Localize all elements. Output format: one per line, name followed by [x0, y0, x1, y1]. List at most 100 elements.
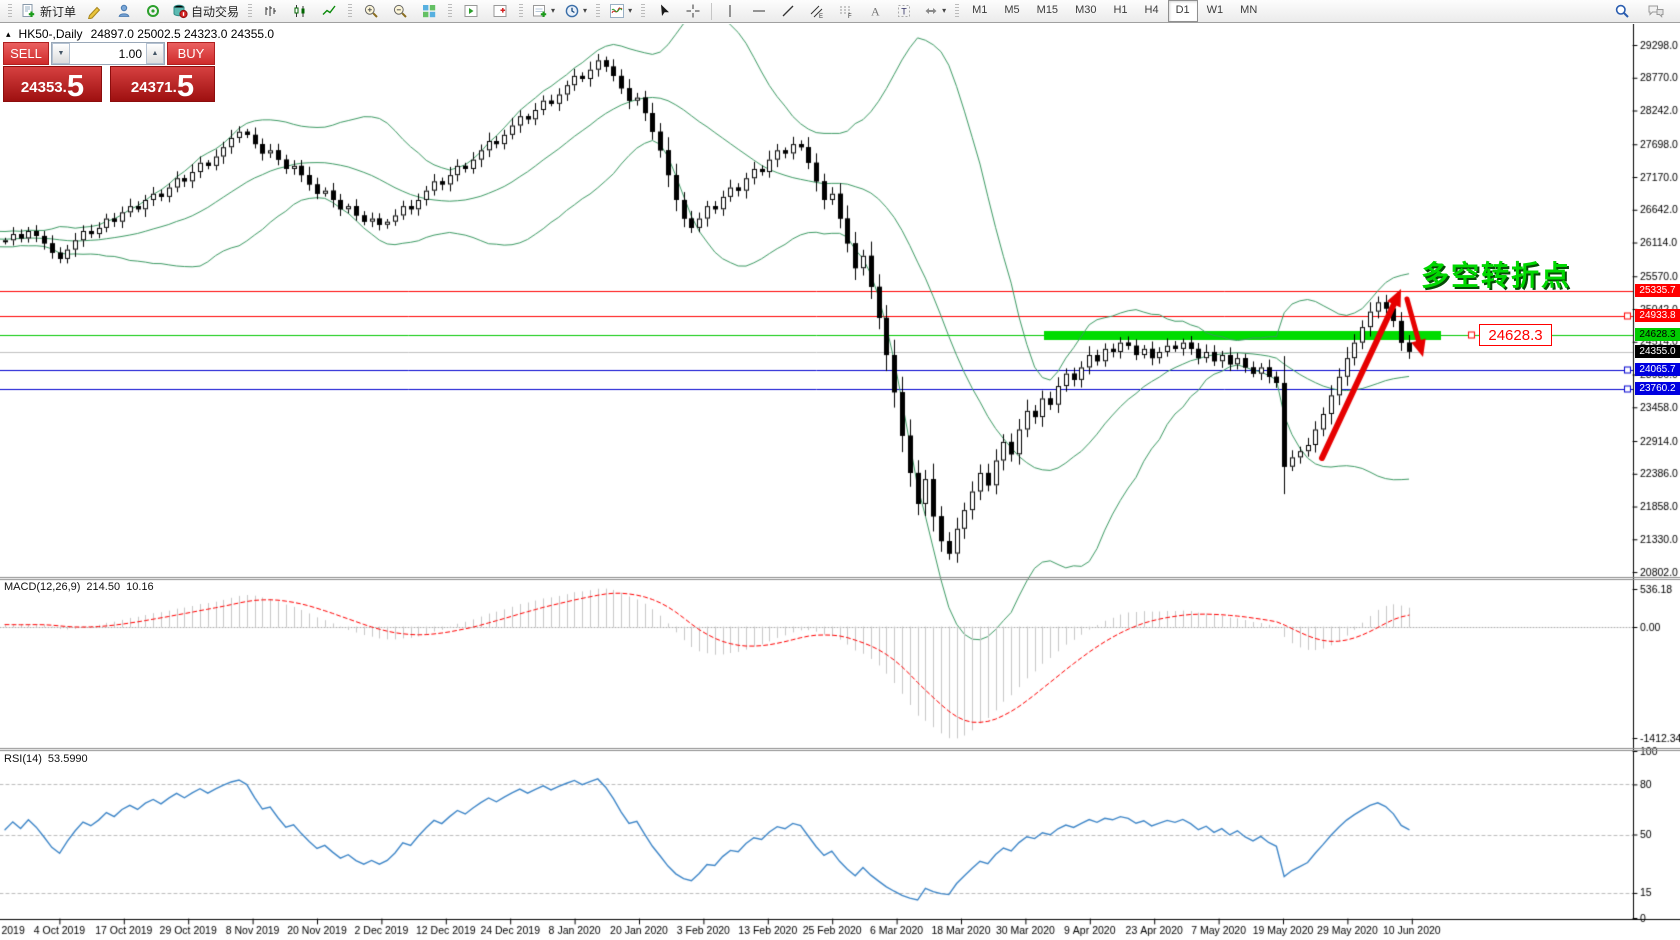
text-button[interactable]: A: [861, 0, 889, 22]
chart-ohlc-values: 24897.0 25002.5 24323.0 24355.0: [90, 27, 275, 41]
autotrade-label: 自动交易: [191, 4, 240, 19]
autotrade-icon: [173, 4, 188, 19]
sell-button[interactable]: SELL: [3, 42, 49, 65]
price-level-badge: 24628.3: [1635, 328, 1680, 342]
volume-up-button[interactable]: ▲: [146, 43, 164, 64]
timeframe-w1-button[interactable]: W1: [1206, 4, 1224, 16]
indicators-icon: [610, 4, 625, 18]
one-click-trading-panel: SELL ▼ ▲ BUY 24353.5 24371.5: [3, 42, 217, 102]
sell-price-pip: 5: [66, 67, 85, 103]
indicators-button[interactable]: ▾: [605, 0, 636, 22]
rsi-name: RSI(14): [4, 753, 42, 765]
dropdown-caret-icon: ▾: [628, 6, 633, 15]
timeframe-mn-button[interactable]: MN: [1240, 4, 1258, 16]
new-order-button[interactable]: 新订单: [17, 0, 80, 22]
new-order-label: 新订单: [40, 4, 77, 19]
toolbar-grip[interactable]: [596, 3, 601, 19]
text-label-icon: T: [898, 5, 911, 17]
toolbar-grip[interactable]: [519, 3, 524, 19]
dropdown-caret-icon: ▾: [551, 6, 556, 15]
timeframe-h1-button[interactable]: H1: [1113, 4, 1128, 16]
timeframe-h4-button[interactable]: H4: [1144, 4, 1159, 16]
cursor-arrow-icon: [661, 4, 670, 16]
zoom-out-icon: [393, 4, 407, 18]
search-icon: [1615, 4, 1629, 18]
price-level-badge: 25335.7: [1635, 284, 1680, 298]
buy-button[interactable]: BUY: [167, 42, 215, 65]
buy-price-pip: 5: [176, 67, 195, 103]
alerts-icon: [147, 5, 160, 17]
timeframe-m30-button[interactable]: M30: [1075, 4, 1097, 16]
metaeditor-button[interactable]: [81, 0, 109, 22]
cursor-button[interactable]: [650, 0, 678, 22]
metaeditor-icon: [87, 6, 101, 19]
buy-price-display[interactable]: 24371. 5: [110, 66, 215, 102]
rsi-label: RSI(14) 53.5990: [4, 753, 88, 765]
auto-scroll-icon: [464, 5, 478, 17]
new-order-icon: [22, 4, 35, 17]
macd-signal-value: 10.16: [126, 581, 154, 593]
sell-price-main: 24353.: [20, 79, 67, 96]
text-A-icon: A: [871, 5, 880, 19]
chart-shift-button[interactable]: [486, 0, 514, 22]
macd-name: MACD(12,26,9): [4, 581, 81, 593]
price-level-badge: 23760.2: [1635, 382, 1680, 396]
price-callout-label[interactable]: 24628.3: [1479, 324, 1552, 346]
timeframe-m1-button[interactable]: M1: [972, 4, 988, 16]
timeframe-d1-button[interactable]: D1: [1167, 0, 1198, 22]
zoom-in-button[interactable]: [357, 0, 385, 22]
chat-icon: [1648, 5, 1664, 18]
volume-input[interactable]: [70, 43, 146, 64]
candlestick-chart-button[interactable]: [286, 0, 314, 22]
macd-label: MACD(12,26,9) 214.50 10.16: [4, 581, 154, 593]
price-level-badge: 24933.8: [1635, 309, 1680, 323]
toolbar-separator: [711, 2, 713, 20]
period-clock-icon: [565, 4, 579, 18]
fibonacci-button[interactable]: F: [832, 0, 860, 22]
profile-icon: [118, 4, 130, 17]
zoom-in-icon: [364, 4, 378, 18]
vertical-line-button[interactable]: [716, 0, 744, 22]
svg-text:A: A: [871, 5, 880, 19]
timeframe-m15-button[interactable]: M15: [1036, 4, 1059, 16]
dropdown-caret-icon: ▾: [583, 6, 588, 15]
timeframe-m5-button[interactable]: M5: [1004, 4, 1020, 16]
crosshair-button[interactable]: [679, 0, 707, 22]
svg-text:E: E: [819, 14, 823, 19]
volume-down-button[interactable]: ▼: [52, 43, 70, 64]
toolbar-grip[interactable]: [348, 3, 353, 19]
new-chart-button[interactable]: ▾: [528, 0, 559, 22]
bar-chart-button[interactable]: [257, 0, 285, 22]
sell-price-display[interactable]: 24353. 5: [3, 66, 102, 102]
tile-windows-button[interactable]: [415, 0, 443, 22]
toolbar-grip[interactable]: [641, 3, 646, 19]
line-chart-icon: [322, 5, 336, 15]
toolbar-grip[interactable]: [955, 3, 960, 19]
profile-button[interactable]: [110, 0, 138, 22]
horizontal-line-button[interactable]: [745, 0, 773, 22]
text-label-button[interactable]: T: [890, 0, 918, 22]
line-chart-button[interactable]: [315, 0, 343, 22]
toolbar-grip[interactable]: [248, 3, 253, 19]
arrows-button[interactable]: ▾: [919, 0, 950, 22]
toolbar-grip[interactable]: [8, 3, 12, 19]
trendline-button[interactable]: [774, 0, 802, 22]
period-button[interactable]: ▾: [560, 0, 591, 22]
auto-scroll-button[interactable]: [457, 0, 485, 22]
new-chart-icon: [533, 5, 547, 17]
zoom-out-button[interactable]: [386, 0, 414, 22]
chart-title: ▴ HK50-,Daily 24897.0 25002.5 24323.0 24…: [6, 27, 274, 41]
current-price-badge: 24355.0: [1635, 345, 1680, 359]
chart-area[interactable]: [0, 24, 1680, 940]
price-level-badge: 24065.7: [1635, 363, 1680, 377]
turning-point-annotation: 多空转折点: [1421, 260, 1572, 291]
autotrade-button[interactable]: 自动交易: [168, 0, 243, 22]
alerts-button[interactable]: [139, 0, 167, 22]
chat-button[interactable]: [1642, 0, 1670, 22]
search-button[interactable]: [1608, 0, 1636, 22]
svg-text:F: F: [848, 14, 852, 19]
toolbar-grip[interactable]: [448, 3, 453, 19]
rsi-value: 53.5990: [47, 753, 88, 765]
equidistant-channel-button[interactable]: E: [803, 0, 831, 22]
